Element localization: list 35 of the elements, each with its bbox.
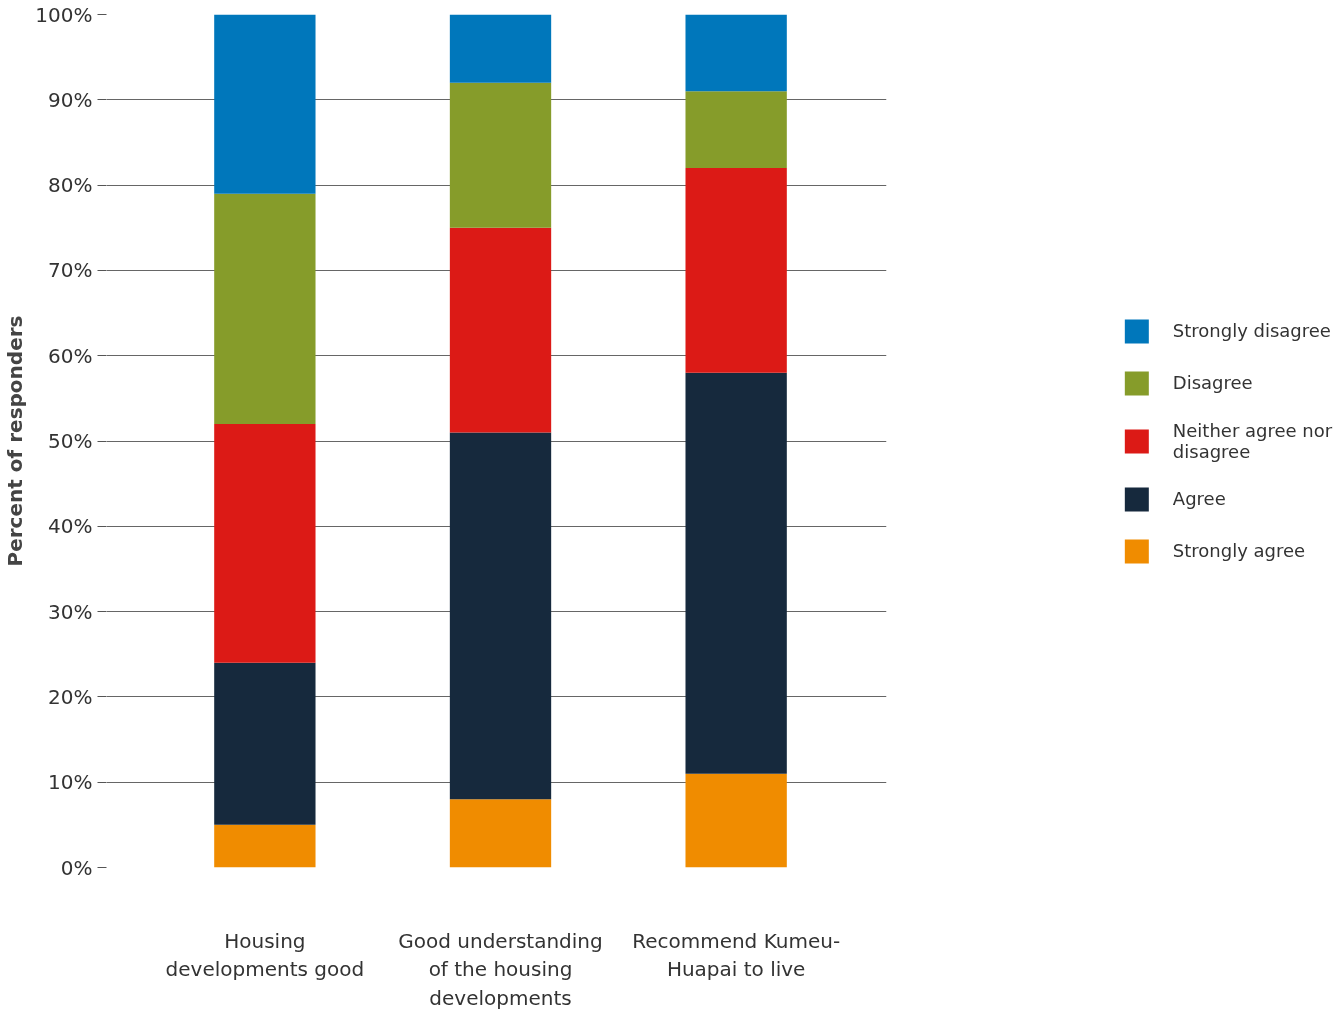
- bar: [214, 423, 316, 663]
- bar: [214, 662, 316, 825]
- bar: [449, 14, 552, 83]
- y-tick-label: 0%: [60, 855, 93, 880]
- y-tick-label: 20%: [48, 684, 93, 709]
- legend-label: Strongly agree: [1172, 540, 1306, 561]
- bar: [685, 372, 787, 774]
- bar: [449, 432, 552, 800]
- y-tick-label: 40%: [48, 514, 93, 539]
- bar: [685, 14, 787, 92]
- bar: [214, 193, 316, 424]
- x-tick-label: Good understanding of the housing developments: [398, 928, 603, 1011]
- bar: [685, 773, 787, 868]
- y-tick-label: 50%: [48, 429, 93, 453]
- x-tick-label: Recommend Kumeu-Huapai to live: [632, 928, 841, 982]
- legend-label: Disagree: [1172, 372, 1253, 393]
- y-tick-label: 90%: [48, 87, 93, 112]
- bar: [214, 14, 316, 194]
- y-tick-label: 100%: [35, 2, 93, 27]
- bar: [449, 799, 552, 868]
- y-tick-label: 60%: [48, 343, 93, 368]
- bar: [449, 82, 552, 228]
- bar: [214, 824, 316, 868]
- x-tick-label: Housing developments good: [165, 928, 365, 982]
- bar: [685, 168, 787, 373]
- legend-label: Neither agree nor disagree: [1172, 419, 1333, 462]
- legend-label: Strongly disagree: [1172, 320, 1331, 341]
- legend-label: Agree: [1172, 488, 1226, 509]
- y-tick-label: 70%: [48, 258, 93, 283]
- y-tick-label: 30%: [48, 599, 93, 624]
- bar: [449, 227, 552, 433]
- y-tick-label: 80%: [48, 173, 93, 198]
- y-axis-title: Percent of responders: [3, 315, 28, 567]
- y-tick-label: 10%: [48, 770, 93, 795]
- bar: [685, 91, 787, 169]
